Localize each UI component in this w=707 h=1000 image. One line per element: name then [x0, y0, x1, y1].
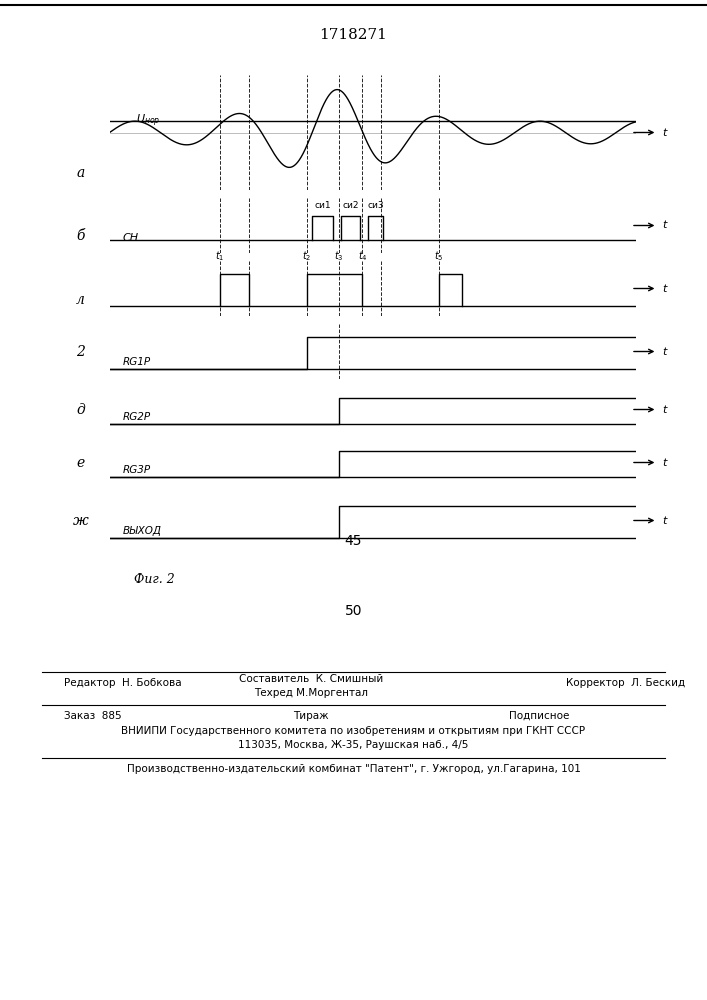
Text: 113035, Москва, Ж-35, Раушская наб., 4/5: 113035, Москва, Ж-35, Раушская наб., 4/5 — [238, 740, 469, 750]
Text: Редактор  Н. Бобкова: Редактор Н. Бобкова — [64, 678, 181, 688]
Text: CН: CН — [123, 233, 139, 243]
Text: t: t — [662, 516, 667, 526]
Text: Подписное: Подписное — [509, 711, 569, 721]
Text: 2: 2 — [76, 345, 85, 359]
Text: t: t — [662, 221, 667, 231]
Text: RG3Р: RG3Р — [123, 465, 151, 475]
Text: ж: ж — [73, 514, 88, 528]
Text: д: д — [76, 403, 85, 417]
Text: ВНИИПИ Государственного комитета по изобретениям и открытиям при ГКНТ СССР: ВНИИПИ Государственного комитета по изоб… — [122, 726, 585, 736]
Text: t: t — [662, 405, 667, 415]
Text: $t_3$: $t_3$ — [334, 249, 344, 263]
Text: Корректор  Л. Бескид: Корректор Л. Бескид — [566, 678, 684, 688]
Text: 45: 45 — [345, 534, 362, 548]
Text: t: t — [662, 458, 667, 468]
Text: $t_2$: $t_2$ — [303, 249, 312, 263]
Text: Тираж: Тираж — [293, 711, 329, 721]
Text: $t_4$: $t_4$ — [358, 249, 368, 263]
Text: t: t — [662, 347, 667, 357]
Text: 50: 50 — [345, 604, 362, 618]
Text: $t_1$: $t_1$ — [216, 249, 225, 263]
Text: а: а — [76, 166, 85, 180]
Text: RG2Р: RG2Р — [123, 412, 151, 422]
Text: ВЫХОД: ВЫХОД — [123, 526, 162, 536]
Text: Фиг. 2: Фиг. 2 — [134, 573, 175, 586]
Text: си2: си2 — [342, 201, 359, 210]
Text: си1: си1 — [315, 201, 331, 210]
Text: t: t — [662, 127, 667, 137]
Text: Составитель  К. Смишный: Составитель К. Смишный — [239, 674, 383, 684]
Text: е: е — [76, 456, 85, 470]
Text: 1718271: 1718271 — [320, 28, 387, 42]
Text: RG1Р: RG1Р — [123, 357, 151, 367]
Text: б: б — [76, 230, 85, 243]
Text: си3: си3 — [367, 201, 384, 210]
Text: $t_5$: $t_5$ — [434, 249, 443, 263]
Text: t: t — [662, 284, 667, 294]
Text: л: л — [76, 293, 85, 307]
Text: Производственно-издательский комбинат "Патент", г. Ужгород, ул.Гагарина, 101: Производственно-издательский комбинат "П… — [127, 764, 580, 774]
Text: $U_{нор}$: $U_{нор}$ — [136, 113, 160, 129]
Text: Заказ  885: Заказ 885 — [64, 711, 122, 721]
Text: Техред М.Моргентал: Техред М.Моргентал — [254, 688, 368, 698]
